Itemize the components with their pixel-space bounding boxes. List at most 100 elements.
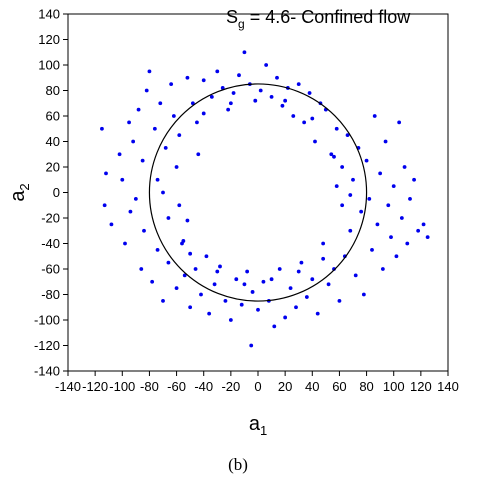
scatter-point <box>299 260 304 265</box>
scatter-point <box>231 91 236 95</box>
chart-title: Sg = 4.6- Confined flow <box>226 7 411 31</box>
scatter-point <box>177 133 182 138</box>
scatter-point <box>321 256 326 261</box>
scatter-point <box>321 241 326 246</box>
scatter-point <box>361 292 366 297</box>
scatter-point <box>174 286 179 291</box>
scatter-point <box>345 133 350 138</box>
scatter-point <box>310 277 315 282</box>
x-tick-label: 80 <box>359 379 373 394</box>
scatter-point <box>104 171 108 176</box>
y-axis-label: a2 <box>7 183 32 201</box>
x-tick-label: -40 <box>194 379 213 394</box>
scatter-point <box>378 171 383 176</box>
scatter-point <box>182 273 187 278</box>
scatter-point <box>209 94 214 99</box>
scatter-point <box>340 203 345 208</box>
y-tick-label: 80 <box>46 83 60 98</box>
scatter-point <box>150 279 155 284</box>
scatter-point <box>155 247 160 252</box>
scatter-point <box>201 111 206 116</box>
y-tick-label: -100 <box>34 313 60 328</box>
scatter-point <box>117 152 122 157</box>
scatter-point <box>337 298 342 303</box>
scatter-point <box>304 295 309 299</box>
scatter-point <box>127 120 131 125</box>
scatter-point <box>269 277 274 282</box>
scatter-point <box>140 158 145 163</box>
scatter-point <box>133 196 138 201</box>
x-axis-label: a1 <box>249 413 267 438</box>
x-tick-label: -20 <box>221 379 240 394</box>
scatter-point <box>249 343 254 348</box>
scatter-point <box>128 209 133 214</box>
axis-ticks: -140 -120 -100 -80 -60 -40 -20 0 20 40 60 80 100 120 1… <box>34 7 459 395</box>
scatter-point <box>239 302 244 307</box>
data-points <box>100 50 430 348</box>
scatter-point <box>215 269 220 274</box>
scatter-point <box>408 196 412 201</box>
scatter-point <box>142 228 146 233</box>
scatter-point <box>372 114 377 118</box>
scatter-point <box>196 152 201 157</box>
scatter-point <box>256 307 260 312</box>
scatter-point <box>144 88 149 93</box>
scatter-point <box>397 120 402 125</box>
y-tick-label: 120 <box>38 32 60 47</box>
scatter-point <box>120 177 125 182</box>
scatter-point <box>359 209 364 214</box>
x-tick-label: 40 <box>305 379 319 394</box>
scatter-point <box>332 154 336 159</box>
x-tick-label: 20 <box>278 379 292 394</box>
y-tick-label: -60 <box>41 262 60 277</box>
scatter-point <box>188 305 193 310</box>
scatter-point <box>310 116 315 121</box>
x-tick-label: -80 <box>140 379 159 394</box>
scatter-point <box>332 267 336 271</box>
scatter-point <box>102 203 107 208</box>
scatter-point <box>277 267 282 271</box>
scatter-point <box>201 78 206 83</box>
scatter-point <box>215 69 220 74</box>
scatter-point <box>386 203 391 208</box>
scatter-point <box>315 311 320 316</box>
scatter-point <box>250 290 255 294</box>
scatter-point <box>402 165 407 169</box>
scatter-point <box>264 63 269 67</box>
scatter-point <box>109 222 114 227</box>
scatter-point <box>228 101 233 106</box>
x-tick-label: 100 <box>383 379 405 394</box>
scatter-point <box>412 177 416 182</box>
y-tick-label: 140 <box>38 7 60 22</box>
scatter-point <box>275 75 279 80</box>
scatter-point <box>272 324 277 329</box>
scatter-point <box>139 267 144 271</box>
scatter-point <box>283 98 288 103</box>
scatter-point <box>234 277 239 282</box>
scatter-point <box>169 82 174 87</box>
scatter-point <box>181 239 186 243</box>
plot-frame <box>67 13 449 372</box>
scatter-point <box>399 216 404 220</box>
scatter-point <box>380 267 385 271</box>
scatter-point <box>253 98 258 103</box>
y-tick-label: 60 <box>46 109 60 124</box>
scatter-point <box>136 107 141 112</box>
scatter-point <box>258 88 263 93</box>
scatter-point <box>340 165 345 169</box>
fit-circle <box>148 83 368 302</box>
scatter-point <box>269 94 274 99</box>
y-tick-label: -80 <box>41 287 60 302</box>
scatter-point <box>294 305 298 310</box>
scatter-point <box>163 145 168 150</box>
scatter-point <box>193 267 198 271</box>
x-tick-label: -120 <box>82 379 108 394</box>
x-tick-label: 60 <box>332 379 346 394</box>
scatter-point <box>280 103 285 108</box>
scatter-point <box>177 203 182 208</box>
scatter-point <box>166 260 171 265</box>
scatter-point <box>161 190 165 195</box>
x-tick-label: 120 <box>410 379 432 394</box>
scatter-point <box>351 177 355 182</box>
